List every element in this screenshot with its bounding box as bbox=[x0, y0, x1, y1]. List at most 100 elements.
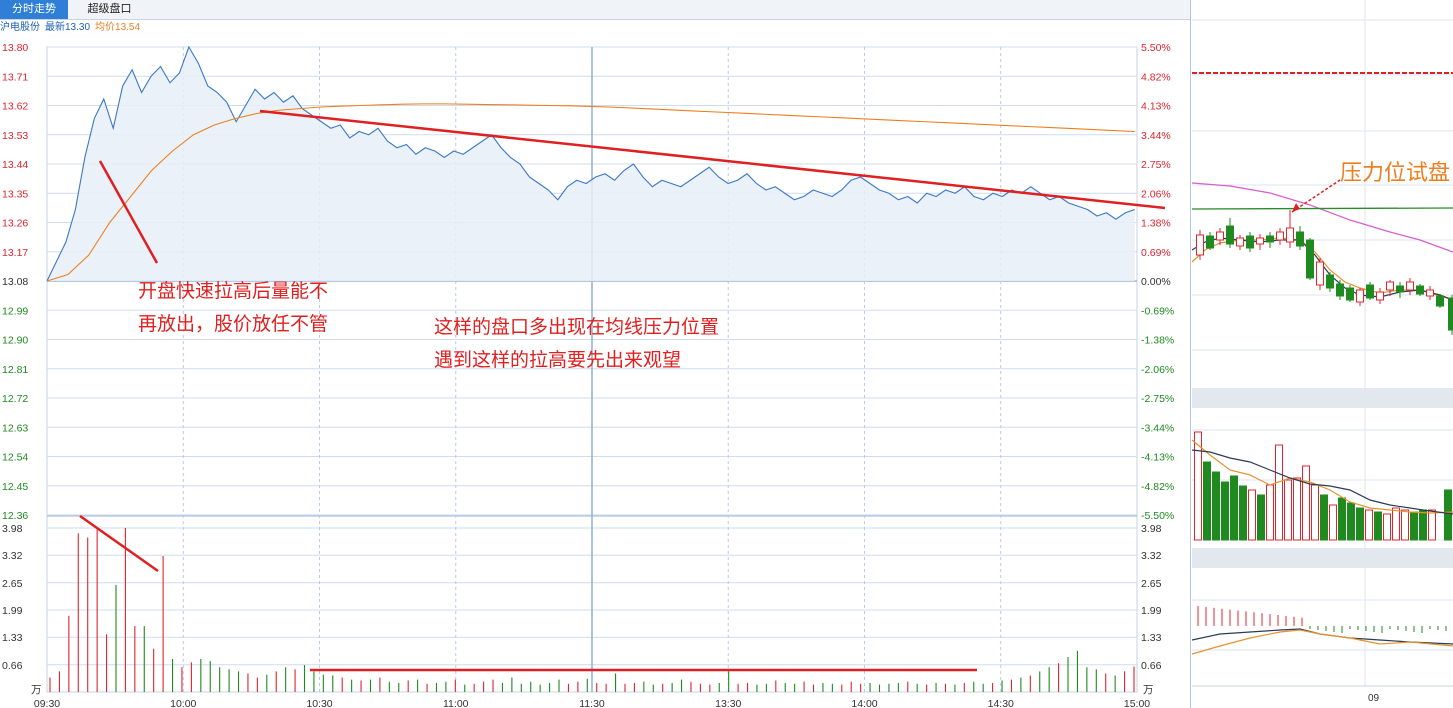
volume-bars bbox=[49, 528, 1135, 692]
side-volume-bar bbox=[1275, 444, 1283, 541]
ma-line-green bbox=[1191, 207, 1453, 210]
price-line bbox=[46, 45, 1135, 282]
tab-intraday-trend[interactable]: 分时走势 bbox=[0, 0, 68, 19]
price-tick-label: 12.90 bbox=[2, 335, 28, 347]
percent-tick-label: 4.13% bbox=[1141, 101, 1171, 113]
volume-tick-label: 3.32 bbox=[1141, 550, 1162, 562]
side-volume-bar bbox=[1302, 465, 1310, 541]
time-tick-label: 10:00 bbox=[170, 698, 196, 708]
side-volume-bar bbox=[1347, 502, 1355, 541]
percent-tick-label: 2.75% bbox=[1141, 159, 1171, 171]
price-tick-label: 12.45 bbox=[2, 481, 28, 493]
side-volume-bar bbox=[1356, 507, 1364, 541]
candle-body bbox=[1256, 237, 1264, 245]
side-volume-bar bbox=[1248, 489, 1256, 541]
price-tick-label: 13.53 bbox=[2, 130, 28, 142]
candle-body bbox=[1416, 285, 1424, 295]
price-tick-label: 12.63 bbox=[2, 422, 28, 434]
percent-tick-label: -5.50% bbox=[1141, 510, 1174, 522]
percent-tick-label: 3.44% bbox=[1141, 130, 1171, 142]
volume-tick-label: 1.33 bbox=[1141, 632, 1162, 644]
time-tick-label: 14:00 bbox=[851, 698, 877, 708]
annotation-line: 这样的盘口多出现在均线压力位置 bbox=[434, 317, 720, 338]
macd-bars bbox=[1197, 606, 1447, 633]
percent-tick-label: 5.50% bbox=[1141, 42, 1171, 54]
ma-line-pink bbox=[1191, 182, 1453, 253]
stock-name: 沪电股份 bbox=[0, 22, 40, 33]
side-volume-bar bbox=[1410, 511, 1418, 541]
average-price-line bbox=[46, 103, 1135, 282]
latest-price-value: 13.30 bbox=[65, 22, 91, 33]
side-volume-bar bbox=[1194, 431, 1202, 541]
side-volume-bar bbox=[1374, 511, 1382, 541]
candle-body bbox=[1426, 289, 1434, 297]
price-tick-label: 12.72 bbox=[2, 393, 28, 405]
volume-unit-label: 万 bbox=[31, 684, 42, 696]
stock-info-bar: 沪电股份 最新13.30 均价13.54 bbox=[0, 20, 145, 36]
side-volume-bar bbox=[1266, 484, 1274, 541]
side-date-label: 09 bbox=[1368, 693, 1380, 704]
volume-unit-label: 万 bbox=[1143, 684, 1154, 696]
price-area-fill bbox=[47, 47, 1135, 281]
candle-body bbox=[1346, 287, 1354, 301]
side-volume-bar bbox=[1212, 471, 1220, 541]
resistance-trend-line bbox=[259, 109, 1166, 210]
side-kline-panel[interactable]: 09 bbox=[1190, 0, 1453, 708]
candle-body bbox=[1316, 261, 1324, 286]
price-tick-label: 12.81 bbox=[2, 364, 28, 376]
time-tick-label: 15:00 bbox=[1124, 698, 1150, 708]
candle-body bbox=[1296, 231, 1304, 247]
side-volume-bar bbox=[1392, 507, 1400, 541]
percent-tick-label: -4.82% bbox=[1141, 481, 1174, 493]
candle-body bbox=[1276, 231, 1284, 241]
side-volume-bar bbox=[1419, 509, 1427, 541]
volume-tick-label: 1.99 bbox=[2, 605, 23, 617]
pressure-arrow-head bbox=[1292, 203, 1300, 212]
candle-body bbox=[1306, 239, 1314, 279]
candle-body bbox=[1396, 285, 1404, 293]
price-tick-label: 12.36 bbox=[2, 510, 28, 522]
candle-body bbox=[1236, 237, 1244, 247]
side-volume-bar bbox=[1338, 497, 1346, 541]
time-tick-label: 09:30 bbox=[34, 698, 60, 708]
candle-body bbox=[1366, 284, 1374, 299]
candle-body bbox=[1326, 274, 1334, 289]
macd-line-orange bbox=[1191, 629, 1453, 655]
volume-tick-label: 1.33 bbox=[2, 632, 23, 644]
candle-body bbox=[1376, 291, 1384, 301]
price-tick-label: 12.54 bbox=[2, 452, 28, 464]
latest-price-label: 最新 bbox=[45, 22, 65, 33]
pressure-test-annotation: 压力位试盘 bbox=[1340, 160, 1451, 185]
intraday-chart[interactable]: 13.80 5.50% 13.71 4.82% 13.62 4.13% 13.53 3.44%… bbox=[0, 36, 1190, 708]
tab-bar: 分时走势 超级盘口 bbox=[0, 0, 1190, 20]
volume-tick-label: 1.99 bbox=[1141, 605, 1162, 617]
candle-body bbox=[1196, 234, 1204, 256]
percent-tick-label: 0.00% bbox=[1141, 276, 1171, 288]
candlesticks bbox=[1196, 210, 1453, 335]
tab-super-order-book[interactable]: 超级盘口 bbox=[87, 3, 132, 15]
volume-tick-label: 3.32 bbox=[2, 550, 23, 562]
volume-tick-label: 0.66 bbox=[1141, 660, 1162, 672]
side-volume-bars bbox=[1194, 431, 1452, 541]
percent-tick-label: -1.38% bbox=[1141, 335, 1174, 347]
percent-tick-label: 0.69% bbox=[1141, 247, 1171, 259]
price-tick-label: 13.17 bbox=[2, 247, 28, 259]
time-tick-label: 14:30 bbox=[988, 698, 1014, 708]
percent-tick-label: -2.75% bbox=[1141, 393, 1174, 405]
price-tick-label: 13.35 bbox=[2, 188, 28, 200]
candle-body bbox=[1336, 283, 1344, 297]
price-tick-label: 13.08 bbox=[2, 276, 28, 288]
price-tick-label: 13.44 bbox=[2, 159, 28, 171]
candle-body bbox=[1246, 235, 1254, 249]
price-tick-label: 13.80 bbox=[2, 42, 28, 54]
percent-tick-label: -0.69% bbox=[1141, 305, 1174, 317]
side-volume-bar bbox=[1239, 485, 1247, 541]
price-tick-label: 13.71 bbox=[2, 71, 28, 83]
candle-body bbox=[1286, 227, 1294, 243]
price-tick-label: 13.26 bbox=[2, 218, 28, 230]
side-volume-bar bbox=[1230, 475, 1238, 541]
percent-tick-label: -3.44% bbox=[1141, 422, 1174, 434]
side-volume-bar bbox=[1428, 509, 1436, 541]
annotation-line: 再放出，股价放任不管 bbox=[138, 314, 329, 335]
candle-body bbox=[1226, 225, 1234, 245]
